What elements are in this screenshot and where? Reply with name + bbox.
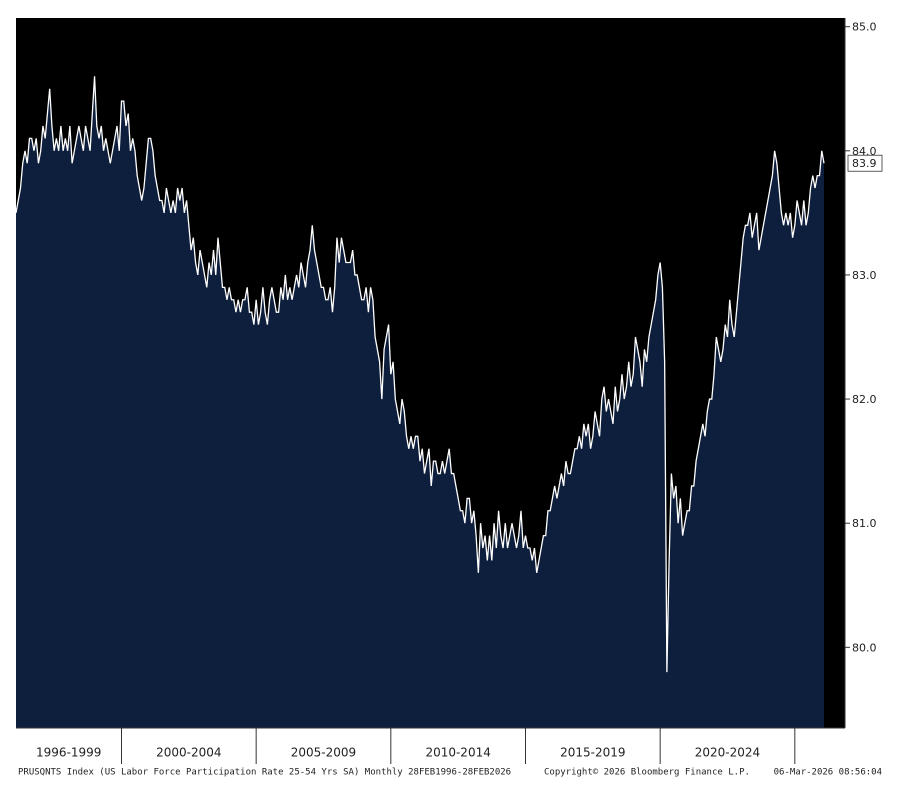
period-label: 2015-2019 <box>560 746 625 760</box>
y-tick-label: 81.0 <box>852 517 877 530</box>
y-tick-label: 84.0 <box>852 145 877 158</box>
y-tick-label: 80.0 <box>852 641 877 654</box>
series-line <box>15 76 825 673</box>
period-label: 2005-2009 <box>291 746 356 760</box>
period-label: 2010-2014 <box>425 746 490 760</box>
period-label: 1996-1999 <box>36 746 101 760</box>
timestamp: 06-Mar-2026 08:56:04 <box>774 768 882 778</box>
y-tick-label: 83.0 <box>852 269 877 282</box>
source-note: PRUSQNTS Index (US Labor Force Participa… <box>18 768 511 778</box>
last-value-label: 83.9 <box>852 157 877 170</box>
y-tick-label: 85.0 <box>852 21 877 34</box>
period-label: 2020-2024 <box>695 746 760 760</box>
last-value-box <box>847 154 883 172</box>
y-tick-label: 82.0 <box>852 393 877 406</box>
period-label: 2000-2004 <box>156 746 221 760</box>
copyright: Copyright© 2026 Bloomberg Finance L.P. <box>544 768 750 778</box>
